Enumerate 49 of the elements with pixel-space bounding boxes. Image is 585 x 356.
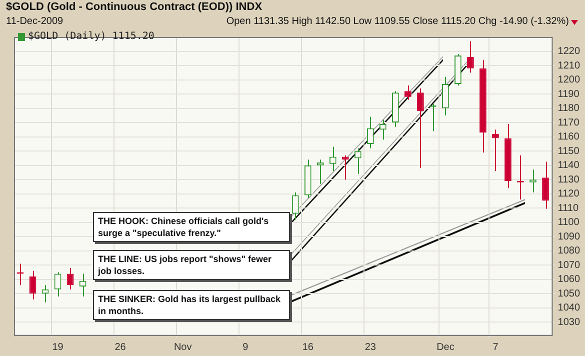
y-tick-label: 1050 [558,288,580,300]
y-tick-label: 1080 [558,246,580,257]
candlestick [417,88,424,169]
candlestick [379,119,386,140]
chart-title: $GOLD (Gold - Continuous Contract (EOD)) INDX [6,1,262,13]
y-tick-label: 1210 [558,60,580,72]
y-tick-label: 1030 [558,316,580,328]
x-tick-label: 19 [52,342,64,353]
y-tick-label: 1160 [558,132,580,143]
y-tick-label: 1140 [558,160,580,172]
y-tick-label: 1070 [558,260,580,271]
candlestick [492,129,499,172]
x-tick-label: Nov [174,342,192,353]
annotation: THE SINKER: Gold has its largest pullback in months. [93,290,290,320]
candlestick [316,159,324,184]
text: Open 1131.35 High 1142.50 Low 1109.55 Close 1115.20 Chg -14.90 (-1.32%) [226,16,569,27]
candlestick [404,84,412,100]
y-tick-label: 1190 [558,88,580,100]
y-tick-label: 1060 [558,274,580,286]
y-tick-label: 1040 [558,302,580,314]
candlestick [29,270,36,300]
y-tick-label: 1200 [558,74,580,86]
x-tick-label: 23 [364,342,376,353]
annotation: THE LINE: US jobs report "shows" fewer job losses. [93,250,290,280]
candlestick [542,161,549,210]
y-tick-label: 1170 [558,117,580,128]
candlestick [354,148,362,174]
candlestick [442,76,449,116]
x-tick-label: 7 [492,342,499,353]
candlestick [292,192,299,220]
y-tick-label: 1150 [558,146,580,157]
chart-subtitle: 11-Dec-2009 [6,16,64,27]
legend-label: $GOLD (Daily) 1115.20 [28,31,154,42]
y-tick-label: 1090 [558,231,580,242]
x-tick-label: 26 [114,342,126,353]
y-tick-label: 1180 [558,103,580,114]
candlestick [530,169,536,193]
annotation: THE HOOK: Chinese officials call gold's surge a "speculative frenzy." [93,212,290,242]
x-tick-label: 16 [302,342,314,353]
y-tick-label: 1110 [558,202,579,214]
y-tick-label: 1220 [558,46,580,58]
x-tick-label: Dec [436,342,454,353]
candlestick [366,116,374,149]
y-tick-label: 1100 [558,217,580,228]
candlestick [54,272,62,298]
y-tick-label: 1130 [558,174,580,186]
candlestick [329,146,336,172]
x-tick-label: 9 [242,342,249,353]
y-tick-label: 1120 [558,188,580,200]
